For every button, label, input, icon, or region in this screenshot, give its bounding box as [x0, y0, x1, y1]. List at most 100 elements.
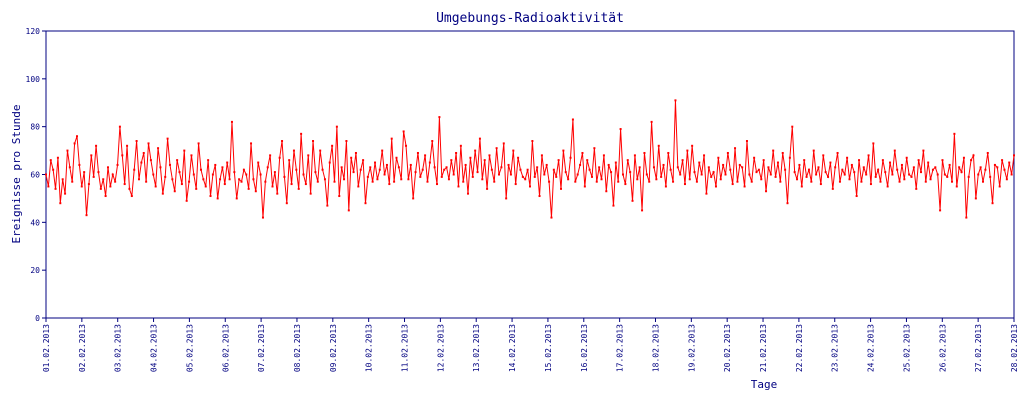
data-point [953, 132, 956, 135]
data-point [61, 178, 64, 181]
data-point [590, 175, 593, 178]
data-point [95, 144, 98, 147]
data-point [750, 180, 753, 183]
data-point [457, 185, 460, 188]
data-point [998, 185, 1001, 188]
data-point [731, 183, 734, 186]
y-tick-label: 40 [30, 218, 40, 227]
data-point [455, 151, 458, 154]
data-point [788, 156, 791, 159]
data-point [87, 183, 90, 186]
data-point [145, 180, 148, 183]
data-point [383, 173, 386, 176]
data-point [431, 140, 434, 143]
data-point [362, 159, 365, 162]
data-point [843, 173, 846, 176]
x-tick-label: 02.02.2013 [78, 324, 87, 372]
data-point [800, 185, 803, 188]
data-point [214, 163, 217, 166]
data-point [502, 142, 505, 145]
data-point [846, 156, 849, 159]
data-point [254, 190, 257, 193]
data-point [588, 168, 591, 171]
data-point [259, 173, 262, 176]
data-point [436, 183, 439, 186]
data-point [579, 163, 582, 166]
data-point [73, 142, 76, 145]
data-point [698, 161, 701, 164]
data-point [445, 166, 448, 169]
x-tick-label: 22.02.2013 [795, 324, 804, 372]
data-point [893, 149, 896, 152]
data-point [674, 99, 677, 102]
data-point [819, 183, 822, 186]
x-tick-label: 14.02.2013 [508, 324, 517, 372]
data-point [700, 173, 703, 176]
data-point [781, 151, 784, 154]
data-point [385, 163, 388, 166]
data-point [207, 159, 210, 162]
data-point [641, 209, 644, 212]
data-point [729, 168, 732, 171]
data-point [738, 163, 741, 166]
data-point [333, 180, 336, 183]
data-point [369, 166, 372, 169]
series-line [45, 100, 1015, 218]
data-point [152, 173, 155, 176]
data-point [273, 171, 276, 174]
data-point [960, 171, 963, 174]
data-point [424, 154, 427, 157]
y-axis-ticks: 0 20 40 60 80 100 120 [26, 27, 46, 323]
data-point [719, 178, 722, 181]
data-point [540, 154, 543, 157]
data-point [140, 161, 143, 164]
data-point [226, 161, 229, 164]
data-point [564, 171, 567, 174]
data-point [223, 183, 226, 186]
data-point [798, 163, 801, 166]
data-point [216, 197, 219, 200]
x-tick-label: 11.02.2013 [401, 324, 410, 372]
data-point [736, 180, 739, 183]
x-tick-label: 28.02.2013 [1010, 324, 1019, 372]
data-point [970, 159, 973, 162]
data-point [421, 168, 424, 171]
data-point [157, 147, 160, 150]
data-point [765, 190, 768, 193]
data-point [648, 180, 651, 183]
data-point [338, 195, 341, 198]
y-tick-label: 120 [26, 27, 41, 36]
chart-title: Umgebungs-Radioaktivität [436, 11, 624, 26]
data-point [602, 154, 605, 157]
data-point [474, 149, 477, 152]
data-point [83, 171, 86, 174]
data-point [1010, 173, 1013, 176]
data-point [967, 175, 970, 178]
x-tick-label: 01.02.2013 [42, 324, 51, 372]
data-point [977, 173, 980, 176]
data-point [812, 149, 815, 152]
data-point [402, 130, 405, 133]
data-point [664, 185, 667, 188]
data-point [529, 185, 531, 188]
data-point [965, 216, 968, 219]
data-point [822, 154, 825, 157]
data-point [643, 151, 646, 154]
data-point [388, 183, 391, 186]
data-point [703, 154, 706, 157]
x-tick-label: 23.02.2013 [831, 324, 840, 372]
data-point [374, 161, 377, 164]
data-point [247, 187, 250, 190]
data-point [121, 154, 124, 157]
data-point [955, 185, 958, 188]
y-tick-label: 0 [35, 314, 40, 323]
data-point [416, 151, 419, 154]
x-tick-label: 13.02.2013 [472, 324, 481, 372]
data-point [986, 151, 989, 154]
data-point [939, 209, 942, 212]
x-tick-label: 18.02.2013 [651, 324, 660, 372]
data-point [483, 159, 486, 162]
data-point [600, 178, 603, 181]
data-point [869, 183, 872, 186]
data-point [865, 173, 868, 176]
